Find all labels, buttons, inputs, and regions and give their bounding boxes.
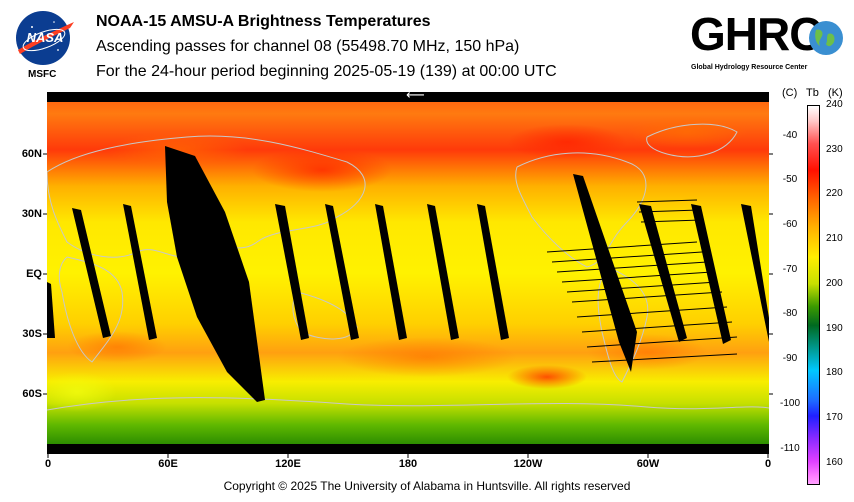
bottom-band: [47, 444, 769, 454]
swath-gap: [477, 204, 509, 340]
map-canvas: [37, 92, 770, 454]
globe-icon: [809, 21, 843, 55]
colorbar-kelvin-label: 230: [826, 143, 843, 155]
lat-label-eq: EQ: [26, 268, 42, 280]
brightness-temperature-map: [37, 92, 770, 454]
swath-gap: [325, 204, 359, 340]
colorbar-kelvin-label: 160: [826, 456, 843, 468]
scan-lines: [546, 199, 738, 363]
colorbar-kelvin-label: 240: [826, 99, 843, 110]
warm-anomaly: [507, 124, 627, 160]
ghrc-subtitle: Global Hydrology Resource Center: [691, 64, 808, 71]
colorbar-celsius-label: -100: [779, 397, 800, 409]
copyright-footer: Copyright © 2025 The University of Alaba…: [223, 479, 631, 493]
msfc-label: MSFC: [28, 69, 57, 80]
coastlines: [46, 123, 770, 411]
colorbar-celsius-label: -70: [782, 263, 798, 275]
warm-anomaly: [67, 331, 167, 363]
ghrc-wordmark: GHRC: [690, 8, 822, 60]
top-band: [47, 92, 769, 102]
warm-anomaly: [252, 148, 392, 192]
colorbar-kelvin-label: 220: [826, 188, 843, 200]
lat-label-30n: 30N: [21, 208, 42, 220]
swath-gap: [165, 146, 265, 402]
swath-gap: [123, 204, 157, 340]
nasa-logo: [14, 10, 76, 68]
colorbar-celsius-label: -40: [782, 129, 798, 141]
lon-label-0-east: 0: [764, 458, 772, 470]
colorbar-celsius-label: -80: [782, 308, 798, 320]
ghrc-logo: GHRC Global Hydrology Resource Center: [688, 8, 848, 78]
swath-gap: [72, 208, 111, 338]
page-title: NOAA-15 AMSU-A Brightness Temperatures: [96, 13, 431, 30]
colorbar-unit-k: (K): [828, 87, 843, 99]
colorbar-celsius-label: -90: [782, 353, 798, 365]
cool-anomaly: [37, 372, 117, 412]
colorbar: [807, 105, 820, 485]
swath-gap: [691, 204, 731, 344]
lon-label-0: 0: [44, 458, 52, 470]
colorbar-kelvin-label: 210: [826, 233, 843, 245]
warm-anomaly: [337, 337, 517, 377]
swath-gap: [639, 204, 687, 342]
warm-anomaly: [627, 116, 747, 148]
swath-gaps: [47, 146, 769, 402]
colorbar-celsius-label: -50: [782, 174, 798, 186]
lon-label-60e: 60E: [158, 458, 178, 470]
swath-gap: [47, 282, 55, 338]
colorbar-celsius-label: -110: [780, 442, 800, 454]
lon-label-120w: 120W: [513, 458, 543, 470]
lat-label-30s: 30S: [22, 328, 42, 340]
colorbar-unit-tb: Tb: [806, 87, 819, 99]
nasa-text: NASA: [26, 30, 64, 45]
colorbar-celsius-label: -60: [782, 219, 798, 231]
swath-gap: [275, 204, 309, 340]
lat-label-60s: 60S: [22, 388, 42, 400]
swath-gap: [427, 204, 459, 340]
colorbar-kelvin-label: 200: [826, 277, 843, 289]
lon-label-180: 180: [398, 458, 418, 470]
lon-label-120e: 120E: [275, 458, 301, 470]
swath-gap: [375, 204, 407, 340]
nasa-meatball-icon: [16, 11, 74, 65]
colorbar-unit-c: (C): [782, 87, 798, 99]
colorbar-kelvin-label: 190: [826, 322, 843, 334]
subtitle-period: For the 24-hour period beginning 2025-05…: [96, 63, 557, 80]
swath-gap: [573, 174, 637, 372]
colorbar-kelvin-label: 180: [826, 367, 843, 379]
warm-anomaly: [507, 365, 587, 389]
track-arrow: ⟵: [406, 87, 425, 102]
swath-gap: [741, 204, 769, 342]
colorbar-kelvin-label: 170: [826, 411, 843, 423]
subtitle-channel: Ascending passes for channel 08 (55498.7…: [96, 38, 520, 55]
lat-label-60n: 60N: [21, 148, 42, 160]
lon-label-60w: 60W: [636, 458, 660, 470]
